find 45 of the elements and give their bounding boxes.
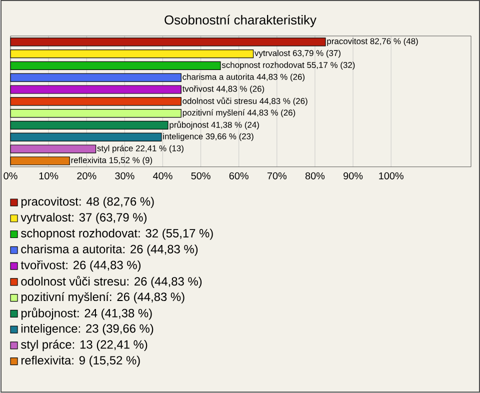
data-label: styl práce 22,41 % (13) [97,145,184,154]
x-tick-label: 30% [115,172,134,180]
data-label: charisma a autorita 44,83 % (26) [182,74,305,82]
data-label: pracovitost 82,76 % (48) [327,38,418,46]
text: styl práce: 13 (22,41 %) [21,340,148,352]
bar [10,144,96,154]
chart-title: Osobnostní charakteristiky [164,15,316,28]
text: inteligence: 23 (39,66 %) [21,324,154,336]
text: charisma a autorita: 26 (44,83 %) [21,244,198,256]
data-label: reflexivita 15,52 % (9) [71,157,152,166]
text: reflexivita: 9 (15,52 %) [21,356,140,368]
data-label: schopnost rozhodovat 55,17 % (32) [222,62,355,70]
text: odolnost vůči stresu: 26 (44,83 %) [21,276,202,288]
x-tick-label: 90% [344,172,363,180]
bar [10,62,221,70]
data-label: tvořivost 44,83 % (26) [182,86,264,94]
bar [10,109,182,118]
x-tick-label: 20% [77,172,96,180]
x-tick-label: 80% [305,172,325,180]
text: schopnost rozhodovat: 32 (55,17 %) [21,228,213,240]
bar [10,156,70,166]
x-tick-label: 0% [4,172,18,180]
data-label: pozitivní myšlení 44,83 % (26) [182,110,296,118]
bar [10,38,326,46]
text: tvořivost: 26 (44,83 %) [20,260,141,272]
data-label: odolnost vůči stresu 44,83 % (26) [182,97,308,106]
x-tick-label: 100% [379,172,404,180]
bar [10,50,254,58]
x-tick-label: 70% [267,172,287,180]
x-tick-label: 60% [229,172,248,180]
x-tick-label: 10% [39,172,58,180]
text: pozitivní myšlení: 26 (44,83 %) [21,292,184,304]
bar [10,121,168,130]
text: průbojnost: 24 (41,38 %) [21,308,152,320]
x-tick-label: 40% [153,172,172,180]
text: pracovitost: 48 (82,76 %) [21,197,154,208]
bar [10,85,182,94]
text: vytrvalost: 37 (63,79 %) [20,213,146,224]
data-label: průbojnost 41,38 % (24) [170,121,259,130]
bar [10,132,162,142]
bar [10,97,182,106]
bar [10,74,182,82]
x-tick-label: 50% [191,172,210,180]
data-label: inteligence 39,66 % (23) [163,133,254,142]
data-label: vytrvalost 63,79 % (37) [254,50,340,58]
